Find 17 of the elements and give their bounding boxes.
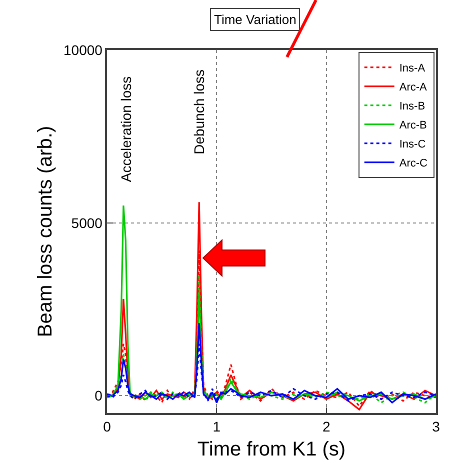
text: Time Variation: [214, 12, 296, 27]
legend-label: Arc-C: [399, 158, 428, 170]
y-tick-label: 5000: [71, 214, 103, 231]
x-tick-label: 2: [322, 418, 330, 435]
legend-label: Ins-C: [399, 138, 426, 151]
annotation: Acceleration loss: [118, 76, 134, 182]
x-tick-label: 3: [432, 418, 440, 435]
legend-label: Arc-B: [399, 120, 427, 132]
y-tick-label: 10000: [64, 42, 103, 58]
y-axis-title: Beam loss counts (arb.): [34, 126, 57, 338]
legend-label: Ins-A: [399, 62, 426, 75]
legend-label: Arc-A: [399, 82, 428, 94]
y-tick-label: 0: [94, 388, 103, 404]
x-axis-title: Time from K1 (s): [197, 438, 346, 461]
legend-label: Ins-B: [399, 100, 426, 113]
x-tick-label: 1: [212, 418, 221, 435]
annotation: Debunch loss: [190, 70, 207, 154]
